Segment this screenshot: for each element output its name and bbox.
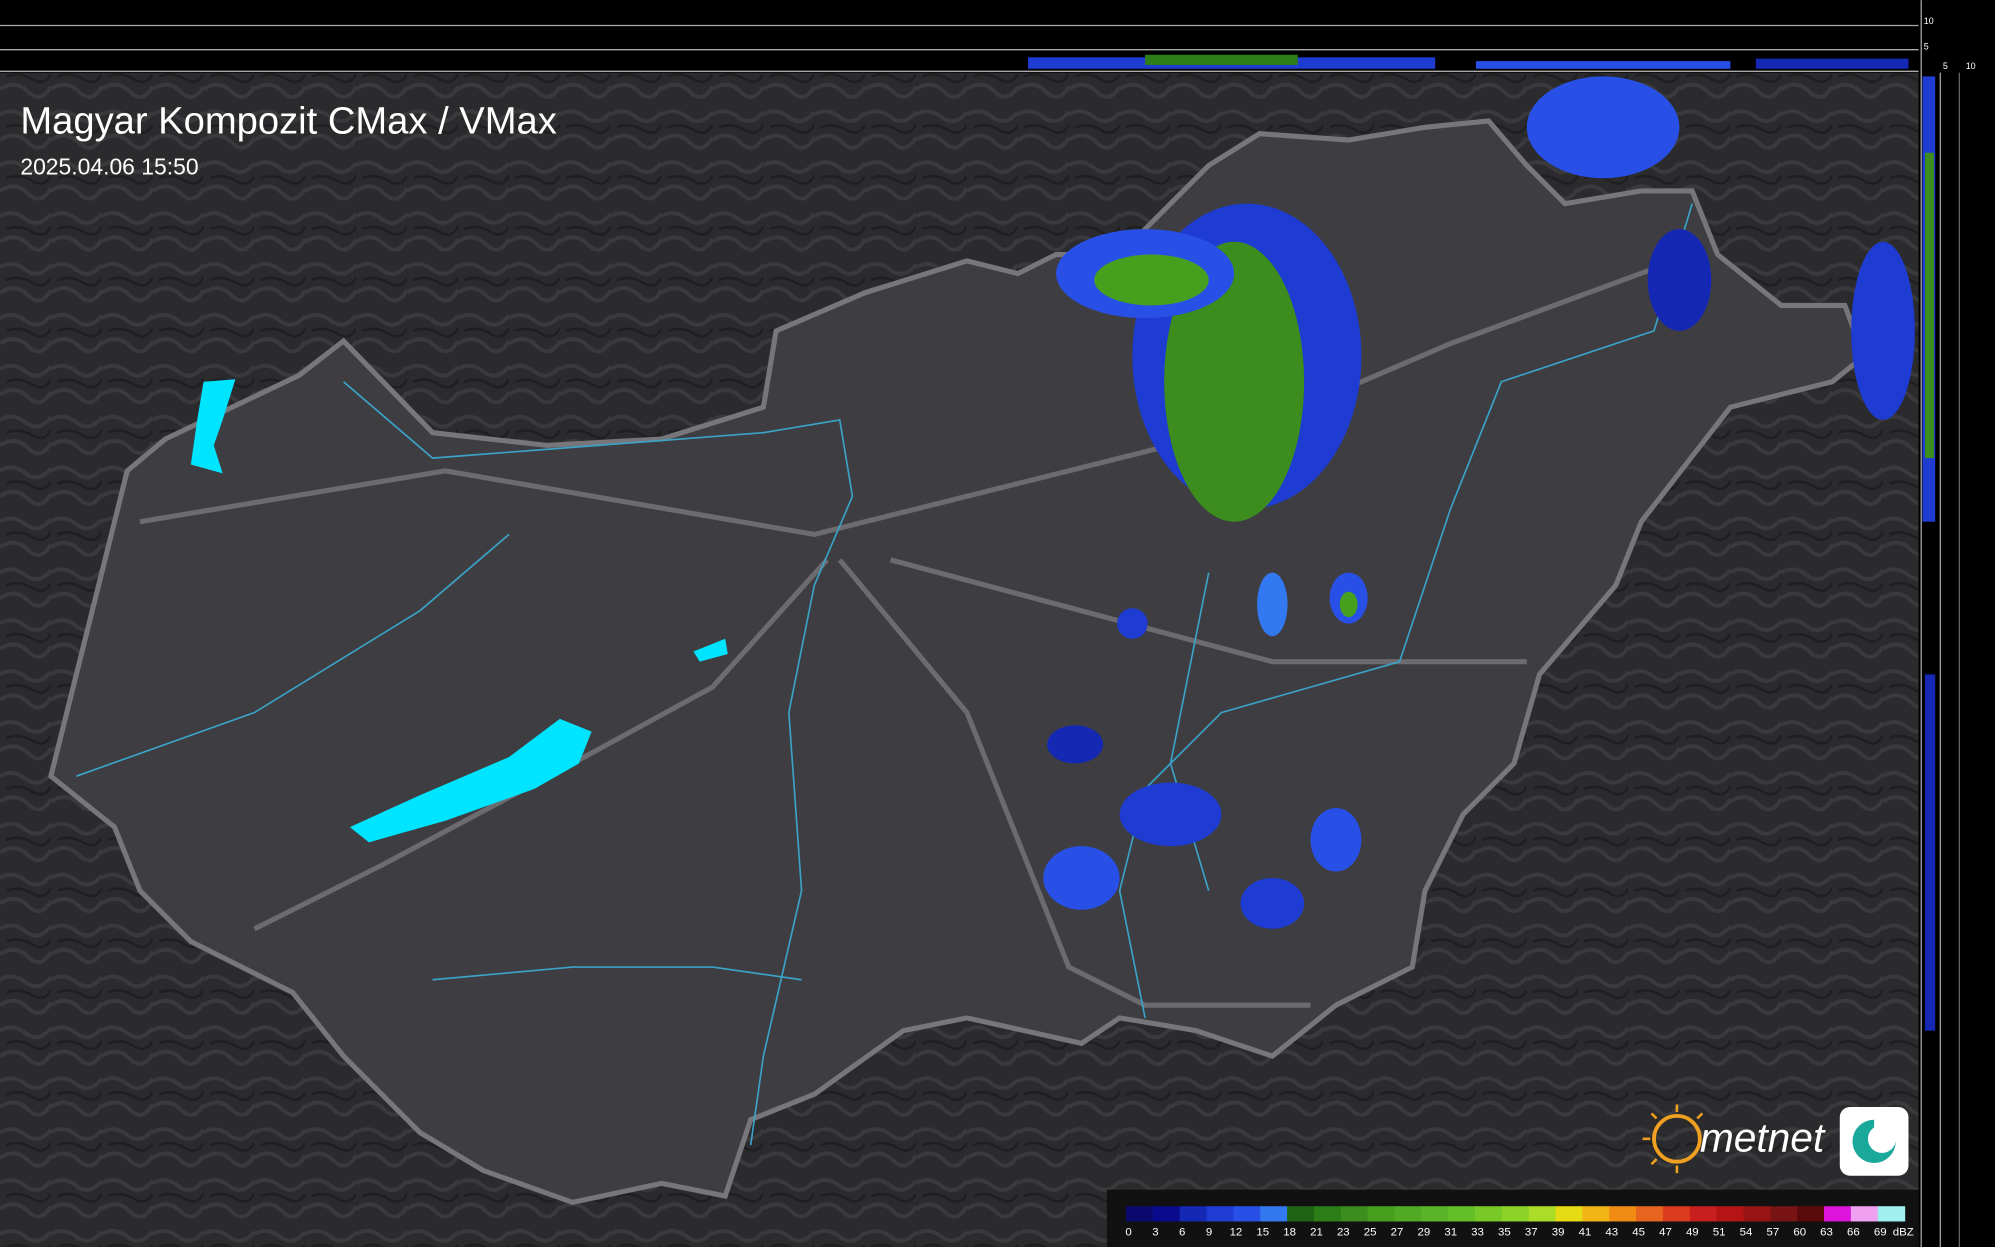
legend-swatch	[1287, 1206, 1315, 1222]
legend-swatch	[1152, 1206, 1181, 1222]
roads	[139, 252, 1694, 1008]
legend-label: 33	[1471, 1226, 1484, 1238]
legend-label: 39	[1552, 1226, 1565, 1238]
legend-label: 69	[1874, 1226, 1887, 1238]
legend-swatch	[1662, 1206, 1691, 1222]
lakes	[190, 379, 728, 843]
legend-label: 15	[1256, 1226, 1269, 1238]
legend-swatch	[1179, 1206, 1208, 1222]
logo-text: metnet	[1700, 1115, 1826, 1161]
legend-label: 35	[1498, 1226, 1511, 1238]
legend-swatch	[1609, 1206, 1637, 1222]
axis-tick-label: 10	[1924, 16, 1934, 26]
legend-label: 12	[1230, 1226, 1243, 1238]
legend-swatch	[1448, 1206, 1476, 1222]
axis-tick-label: 5	[1943, 61, 1948, 71]
legend-label: 23	[1337, 1226, 1350, 1238]
legend-swatch	[1689, 1206, 1718, 1222]
logo: metnet	[1642, 1104, 1909, 1176]
axis-tick-label: 5	[1924, 42, 1929, 52]
legend: 0 3 6 9 12 15 18 21 23 25 27 29 31 33 35 37 39 41 43 45 47 49…	[1125, 1206, 1914, 1238]
legend-label: 63	[1820, 1226, 1833, 1238]
legend-label: 60	[1793, 1226, 1806, 1238]
legend-label: 57	[1766, 1226, 1779, 1238]
legend-swatch	[1528, 1206, 1557, 1222]
rivers	[76, 203, 1693, 1146]
legend-label: 25	[1364, 1226, 1377, 1238]
axis-tick-label: 10	[1966, 61, 1976, 71]
country-border	[48, 118, 1867, 1206]
legend-swatch	[1421, 1206, 1449, 1222]
legend-swatch	[1636, 1206, 1664, 1222]
legend-swatch	[1340, 1206, 1369, 1222]
legend-swatch	[1797, 1206, 1825, 1222]
legend-swatch	[1770, 1206, 1798, 1222]
legend-swatch	[1233, 1206, 1261, 1222]
legend-swatch	[1475, 1206, 1503, 1222]
legend-label: 29	[1417, 1226, 1430, 1238]
legend-label: 31	[1444, 1226, 1457, 1238]
legend-label: 49	[1686, 1226, 1699, 1238]
legend-label: 3	[1152, 1226, 1158, 1238]
legend-swatch	[1313, 1206, 1342, 1222]
legend-label: 6	[1179, 1226, 1185, 1238]
legend-swatch	[1126, 1206, 1154, 1222]
legend-label: 54	[1740, 1226, 1753, 1238]
legend-label: 45	[1632, 1226, 1645, 1238]
top-panel	[0, 0, 1995, 73]
legend-label: 18	[1283, 1226, 1296, 1238]
legend-label: 51	[1713, 1226, 1726, 1238]
legend-swatch	[1824, 1206, 1852, 1222]
legend-swatch	[1394, 1206, 1422, 1222]
legend-swatch	[1877, 1206, 1906, 1222]
legend-label: 43	[1605, 1226, 1618, 1238]
top-echo-strip	[1028, 54, 1909, 69]
side-echo-strip	[1922, 76, 1936, 1031]
legend-label: 0	[1125, 1226, 1131, 1238]
legend-label: 27	[1391, 1226, 1404, 1238]
legend-swatch	[1260, 1206, 1288, 1222]
legend-label: 9	[1206, 1226, 1212, 1238]
radar-echoes	[1043, 76, 1915, 929]
legend-swatch	[1367, 1206, 1396, 1222]
legend-label: 47	[1659, 1226, 1672, 1238]
timestamp: 2025.04.06 15:50	[20, 153, 198, 179]
legend-label: 66	[1847, 1226, 1860, 1238]
legend-swatch	[1716, 1206, 1745, 1222]
legend-swatch	[1206, 1206, 1235, 1222]
legend-swatch	[1743, 1206, 1771, 1222]
map-title: Magyar Kompozit CMax / VMax	[20, 100, 556, 143]
legend-label: 21	[1310, 1226, 1323, 1238]
legend-label: 41	[1579, 1226, 1592, 1238]
legend-swatch	[1582, 1206, 1610, 1222]
legend-swatch	[1850, 1206, 1879, 1222]
legend-unit: dBZ	[1893, 1226, 1914, 1238]
legend-label: 37	[1525, 1226, 1538, 1238]
legend-swatch	[1555, 1206, 1584, 1222]
legend-swatch	[1501, 1206, 1530, 1222]
